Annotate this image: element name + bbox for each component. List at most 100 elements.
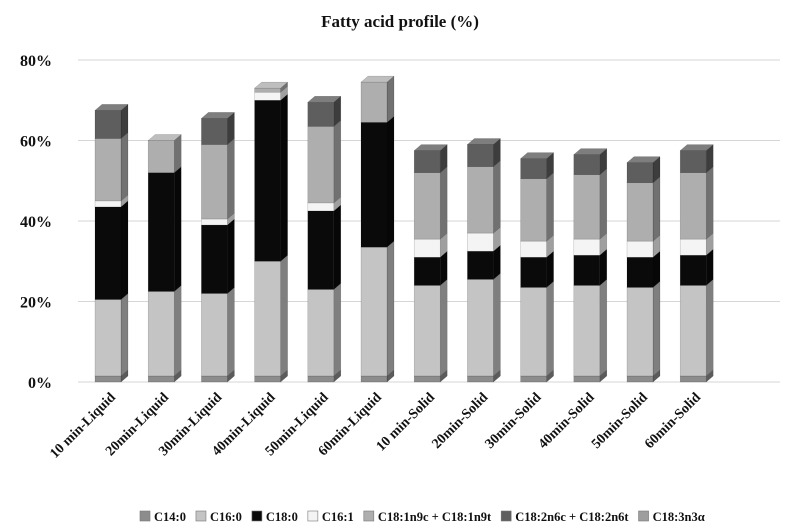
x-tick-label: 60min-Solid <box>642 390 704 452</box>
bar-segment-side <box>599 278 608 377</box>
bar-segment <box>413 256 441 286</box>
bar-segment <box>307 126 335 204</box>
legend-swatch <box>500 510 512 522</box>
bar-segment <box>360 122 388 248</box>
legend-item: C18:2n6c + C18:2n6t <box>500 510 629 524</box>
bar-segment <box>520 287 547 377</box>
bar-segment-side <box>333 119 342 204</box>
y-tick-label: 80% <box>20 53 52 70</box>
bar-top-cap <box>360 75 395 83</box>
bar-stack <box>147 133 182 383</box>
bar-segment <box>413 375 441 383</box>
bar-segment <box>254 91 281 101</box>
bar-segment-side <box>227 137 235 220</box>
bar-segment <box>573 154 601 175</box>
bar-segment <box>520 178 547 242</box>
y-tick-label: 40% <box>20 214 52 231</box>
bar-segment <box>201 375 228 383</box>
chart-title: Fatty acid profile (%) <box>321 12 479 31</box>
bar-segment <box>520 375 547 383</box>
bar-top-cap <box>679 144 714 151</box>
bar-segment <box>94 299 122 377</box>
bar-segment <box>147 375 175 383</box>
y-tick-label: 60% <box>20 134 52 151</box>
y-tick-label: 20% <box>20 295 52 312</box>
bar-segment <box>360 81 388 123</box>
legend-swatch <box>363 510 375 522</box>
bar-segment <box>94 375 122 383</box>
bar-segment <box>413 172 441 240</box>
bar-segment <box>147 140 175 173</box>
bar-segment <box>201 144 228 220</box>
bar-segment <box>307 375 335 383</box>
bar-segment <box>679 254 707 286</box>
bar-segment <box>467 144 494 167</box>
x-tick-label: 40min-Solid <box>536 390 598 452</box>
legend-label: C18:1n9c + C18:1n9t <box>378 510 492 524</box>
legend-label: C16:1 <box>322 510 354 524</box>
bar-segment <box>254 100 281 262</box>
bar-segment <box>94 110 122 139</box>
bar-segment-side <box>652 280 661 377</box>
bar-segment <box>679 285 707 377</box>
legend-swatch <box>251 510 263 522</box>
bar-segment <box>201 224 228 294</box>
bar-segment <box>254 87 281 93</box>
bar-stack <box>466 137 502 383</box>
y-tick-label: 0% <box>28 375 52 392</box>
bar-segment <box>147 172 175 292</box>
legend-swatch <box>307 510 319 522</box>
bar-segment-side <box>652 176 661 242</box>
legend-item: C18:3n3α <box>638 510 705 524</box>
bar-segment <box>307 210 335 290</box>
bar-segment-side <box>546 280 554 377</box>
bar-stack <box>94 103 129 383</box>
bar-segment-side <box>227 218 235 294</box>
x-tick-label: 30min-Solid <box>483 390 545 452</box>
x-tick-label: 50min-Solid <box>589 390 651 452</box>
bar-segment <box>307 289 335 377</box>
legend-item: C16:0 <box>195 510 242 524</box>
legend-swatch <box>638 510 649 522</box>
bar-stack <box>573 148 608 383</box>
bar-segment-side <box>386 75 395 123</box>
bar-segment <box>147 291 175 377</box>
bar-top-cap <box>253 81 289 89</box>
bar-stack <box>413 144 448 383</box>
bar-segment <box>94 206 122 300</box>
stacked-bars <box>94 75 714 383</box>
bar-segment <box>573 254 601 286</box>
bar-segment-side <box>280 93 288 262</box>
legend-label: C14:0 <box>154 510 186 524</box>
bar-segment-side <box>439 278 448 377</box>
bar-segment <box>467 250 494 280</box>
bar-segment <box>679 375 707 383</box>
bar-segment <box>573 375 601 383</box>
legend-swatch <box>195 510 207 522</box>
bar-top-cap <box>307 96 342 103</box>
bar-segment <box>254 261 281 377</box>
bar-segment-side <box>120 292 129 377</box>
bar-segment <box>467 232 494 252</box>
bar-segment <box>307 202 335 212</box>
bar-segment-side <box>120 131 129 202</box>
bar-segment <box>254 375 281 383</box>
legend-label: C18:3n3α <box>653 510 705 524</box>
bar-segment <box>679 150 707 173</box>
legend-item: C18:1n9c + C18:1n9t <box>363 510 492 524</box>
bar-segment <box>520 240 547 258</box>
bar-segment <box>307 102 335 127</box>
bar-segment-side <box>705 278 714 377</box>
bar-segment <box>201 118 228 145</box>
bar-segment <box>201 293 228 377</box>
bar-segment <box>413 285 441 377</box>
bar-segment-side <box>439 166 448 240</box>
bar-stack <box>519 152 555 383</box>
bar-top-cap <box>94 104 129 111</box>
bar-segment <box>467 279 494 377</box>
bar-segment-side <box>386 115 395 248</box>
x-axis-ticks: 10 min-Liquid20min-Liquid30min-Liquid40m… <box>47 390 704 462</box>
bar-segment <box>679 238 707 256</box>
bar-segment-side <box>333 204 342 290</box>
bar-segment <box>201 218 228 226</box>
